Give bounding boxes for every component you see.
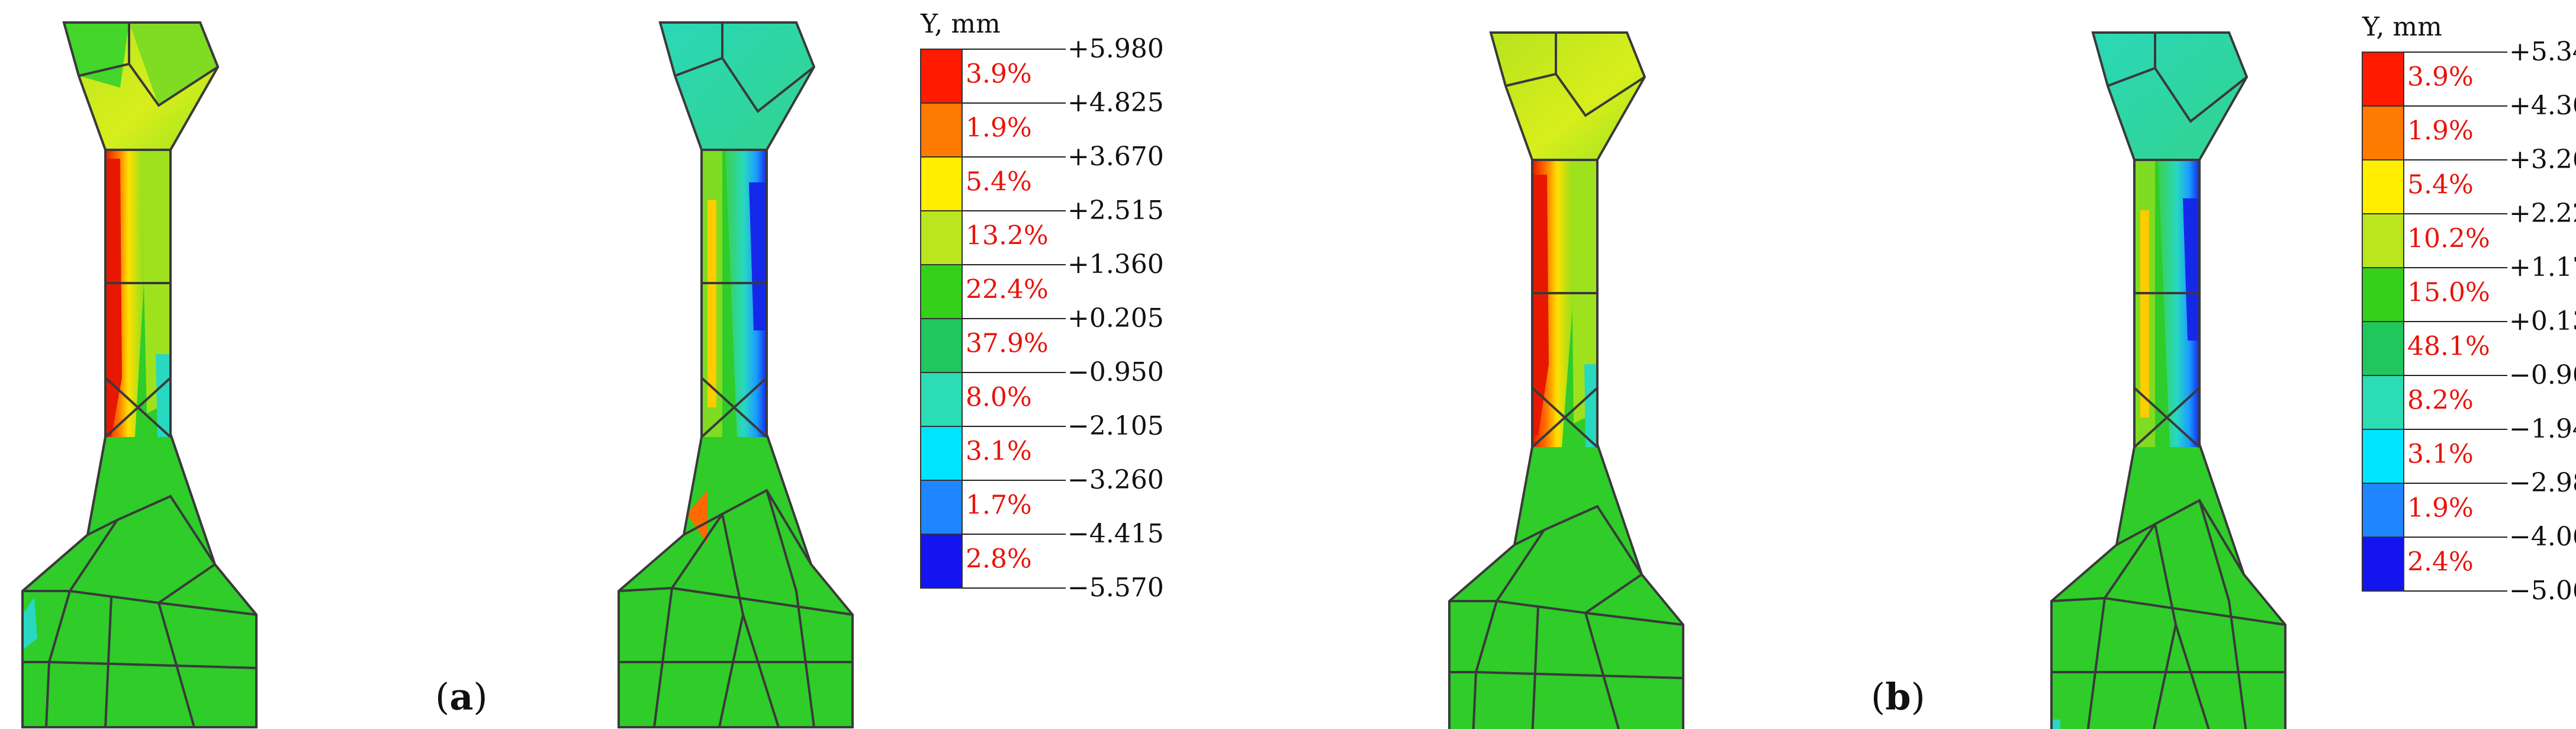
legend-tick-label: −4.415 <box>1067 519 1164 549</box>
legend-tick-label: −1.944 <box>2509 414 2576 444</box>
legend-percent: 37.9% <box>966 328 1049 358</box>
caption-b: (b) <box>1871 675 1925 718</box>
legend-swatch <box>920 426 963 481</box>
legend-tick-label: −2.105 <box>1067 411 1164 441</box>
legend-tick-label: +5.980 <box>1067 34 1164 64</box>
legend-tick-label: +0.138 <box>2509 306 2576 336</box>
legend-percent: 5.4% <box>2407 169 2474 200</box>
legend-tick-label: −5.068 <box>2509 576 2576 606</box>
specimen-b-left <box>1448 31 1684 729</box>
legend-tick-label: +1.360 <box>1067 249 1164 280</box>
legend-swatch <box>2362 429 2404 484</box>
legend-percent: 3.1% <box>2407 439 2474 469</box>
legend-percent: 10.2% <box>2407 223 2490 253</box>
legend-tick-label: −0.903 <box>2509 360 2576 390</box>
legend-percent: 22.4% <box>966 274 1049 304</box>
caption-b-letter: b <box>1885 675 1911 718</box>
legend-swatch <box>920 102 963 158</box>
legend-tick-label: −2.986 <box>2509 468 2576 498</box>
caption-a: (a) <box>435 675 488 718</box>
legend-a: Y, mm 3.9% 1.9% 5.4% 13.2% 22.4% 37.9% 8.0% 3.1%… <box>920 9 1164 603</box>
legend-tick-label: −3.260 <box>1067 465 1164 495</box>
legend-tick-label: +0.205 <box>1067 303 1164 333</box>
legend-swatch <box>2362 375 2404 430</box>
specimen-a-right <box>618 21 854 728</box>
legend-percent: 13.2% <box>966 220 1049 251</box>
legend-swatch <box>920 210 963 265</box>
legend-tick-label: +5.344 <box>2509 37 2576 67</box>
specimen-b-right <box>2050 31 2286 729</box>
legend-tick-label: +3.670 <box>1067 142 1164 172</box>
legend-tick-label: +3.262 <box>2509 144 2576 175</box>
legend-swatch <box>2362 321 2404 376</box>
legend-swatch <box>920 264 963 319</box>
legend-percent: 15.0% <box>2407 277 2490 307</box>
legend-percent: 1.9% <box>2407 493 2474 523</box>
legend-tick-label: +2.515 <box>1067 195 1164 226</box>
legend-title: Y, mm <box>920 9 1001 39</box>
legend-percent: 8.2% <box>2407 385 2474 415</box>
legend-percent: 3.9% <box>966 59 1032 89</box>
legend-tick-label: +4.303 <box>2509 91 2576 121</box>
legend-title: Y, mm <box>2362 12 2442 42</box>
legend-tick-label: −0.950 <box>1067 357 1164 387</box>
legend-swatch <box>2362 537 2404 592</box>
legend-swatch <box>2362 159 2404 214</box>
legend-percent: 2.4% <box>2407 547 2474 577</box>
legend-percent: 3.1% <box>966 436 1032 466</box>
legend-tick-label: +4.825 <box>1067 88 1164 118</box>
legend-swatch <box>920 480 963 535</box>
legend-swatch <box>2362 213 2404 268</box>
legend-percent: 1.9% <box>2407 115 2474 146</box>
legend-swatch <box>920 534 963 589</box>
legend-percent: 48.1% <box>2407 331 2490 361</box>
legend-swatch <box>920 156 963 211</box>
legend-swatch <box>920 372 963 427</box>
legend-tick-label: +2.220 <box>2509 198 2576 229</box>
legend-tick-label: +1.179 <box>2509 252 2576 282</box>
legend-percent: 5.4% <box>966 166 1032 197</box>
legend-swatch <box>920 49 963 104</box>
legend-swatch <box>2362 267 2404 322</box>
caption-a-letter: a <box>449 675 474 718</box>
legend-tick-label: −4.068 <box>2509 522 2576 552</box>
legend-percent: 1.9% <box>966 113 1032 143</box>
legend-b: Y, mm 3.9% 1.9% 5.4% 10.2% 15.0% 48.1% 8.2% 3.1%… <box>2362 12 2576 606</box>
legend-swatch <box>920 318 963 373</box>
legend-percent: 1.7% <box>966 490 1032 520</box>
legend-percent: 8.0% <box>966 382 1032 412</box>
legend-swatch <box>2362 483 2404 538</box>
legend-percent: 2.8% <box>966 544 1032 574</box>
legend-tick-label: −5.570 <box>1067 573 1164 603</box>
legend-swatch <box>2362 52 2404 107</box>
specimen-a-left <box>21 21 258 728</box>
legend-percent: 3.9% <box>2407 62 2474 92</box>
legend-swatch <box>2362 105 2404 160</box>
